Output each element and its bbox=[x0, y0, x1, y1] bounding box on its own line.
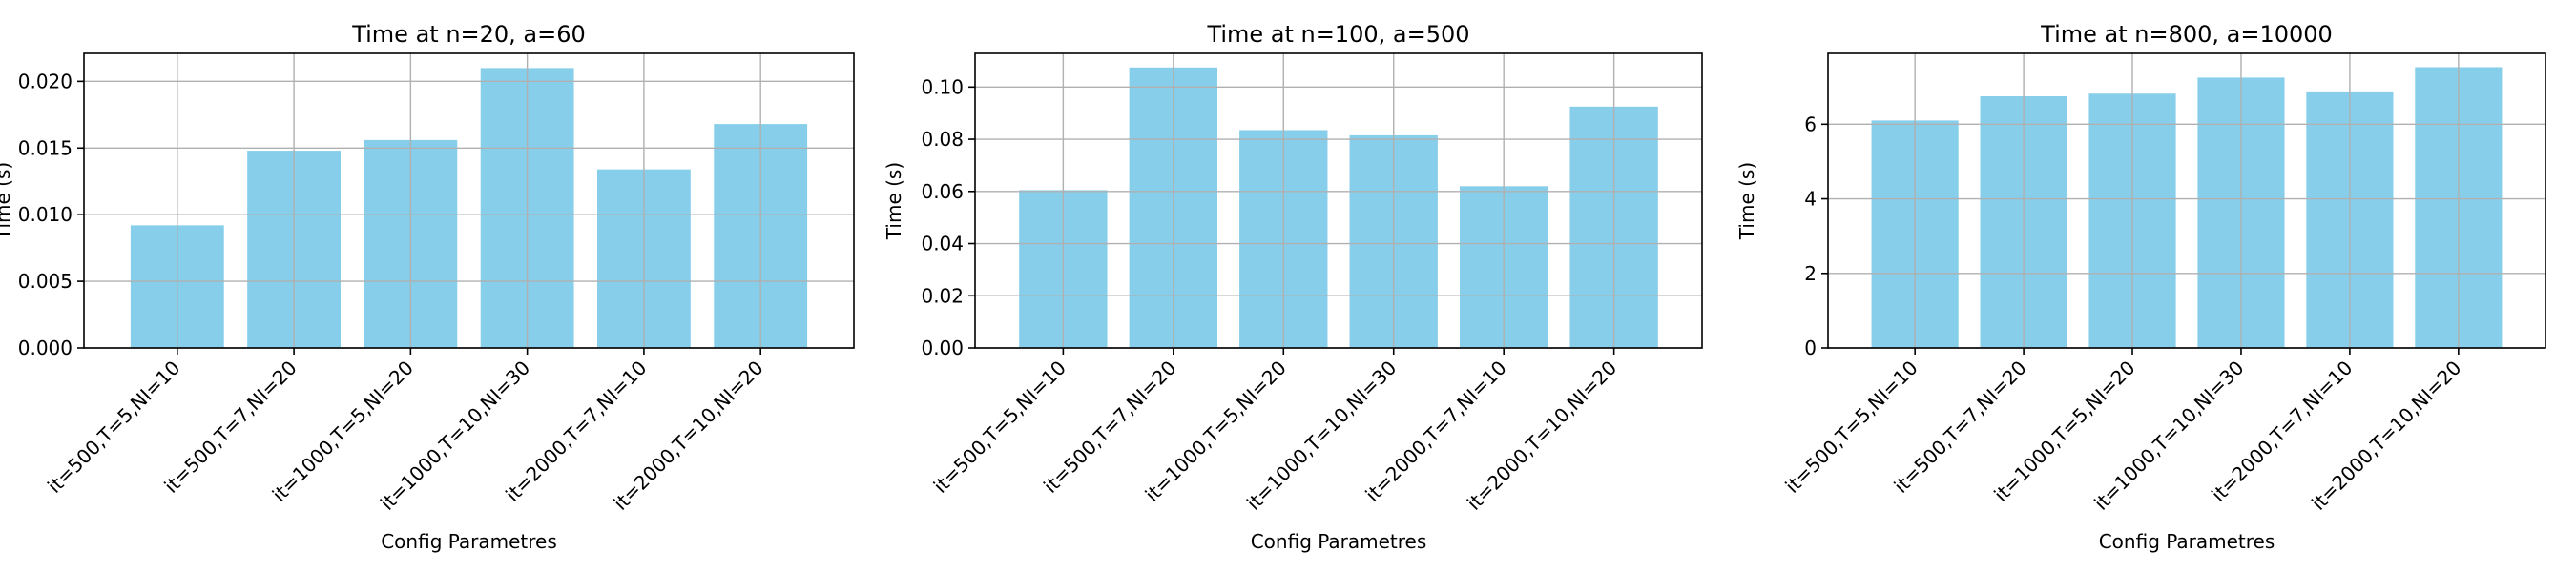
chart-panel-1: 0.000 0.005 0.010 0.015 0.020 it=500,T=5,NI=1… bbox=[0, 21, 855, 553]
y-tick-label: 4 bbox=[1804, 188, 1817, 211]
chart-title: Time at n=800, a=10000 bbox=[2040, 21, 2333, 48]
x-axis-label: Config Parametres bbox=[381, 530, 557, 553]
y-tick-label: 0.00 bbox=[921, 337, 964, 359]
y-tick-label: 0.10 bbox=[921, 75, 964, 98]
y-tick-label: 0.06 bbox=[921, 180, 964, 203]
y-tick-label: 0.000 bbox=[18, 337, 73, 359]
x-axis-label: Config Parametres bbox=[1251, 530, 1427, 553]
chart-panel-2: 0.000.020.040.060.080.10it=500,T=5,NI=10… bbox=[883, 21, 1703, 553]
axes-frame bbox=[1827, 52, 2546, 349]
y-axis-label: Time (s) bbox=[883, 162, 905, 240]
y-axis-label: Time (s) bbox=[1735, 162, 1758, 240]
y-tick-label: 0.08 bbox=[921, 128, 964, 151]
chart-title: Time at n=20, a=60 bbox=[351, 21, 586, 48]
y-tick-label: 0.005 bbox=[18, 270, 73, 293]
axes-frame bbox=[83, 52, 855, 349]
x-tick-label: it=500,T=7,NI=20 bbox=[159, 357, 301, 498]
x-axis-label: Config Parametres bbox=[2099, 530, 2275, 553]
chart-panel-3: 0246it=500,T=5,NI=10it=500,T=7,NI=20it=1… bbox=[1735, 21, 2546, 553]
y-tick-label: 0.015 bbox=[18, 136, 73, 159]
axes-frame bbox=[974, 52, 1703, 349]
y-tick-label: 6 bbox=[1804, 112, 1817, 135]
y-tick-label: 0.010 bbox=[18, 203, 73, 226]
y-axis-label: Time (s) bbox=[0, 162, 14, 240]
y-tick-label: 0.04 bbox=[921, 233, 964, 255]
x-tick-label: it=500,T=5,NI=10 bbox=[43, 357, 184, 498]
y-tick-label: 0.020 bbox=[18, 70, 73, 92]
y-tick-label: 0.02 bbox=[921, 284, 964, 307]
y-tick-label: 0 bbox=[1804, 337, 1817, 359]
chart-title: Time at n=100, a=500 bbox=[1206, 21, 1469, 48]
y-tick-label: 2 bbox=[1804, 262, 1817, 285]
